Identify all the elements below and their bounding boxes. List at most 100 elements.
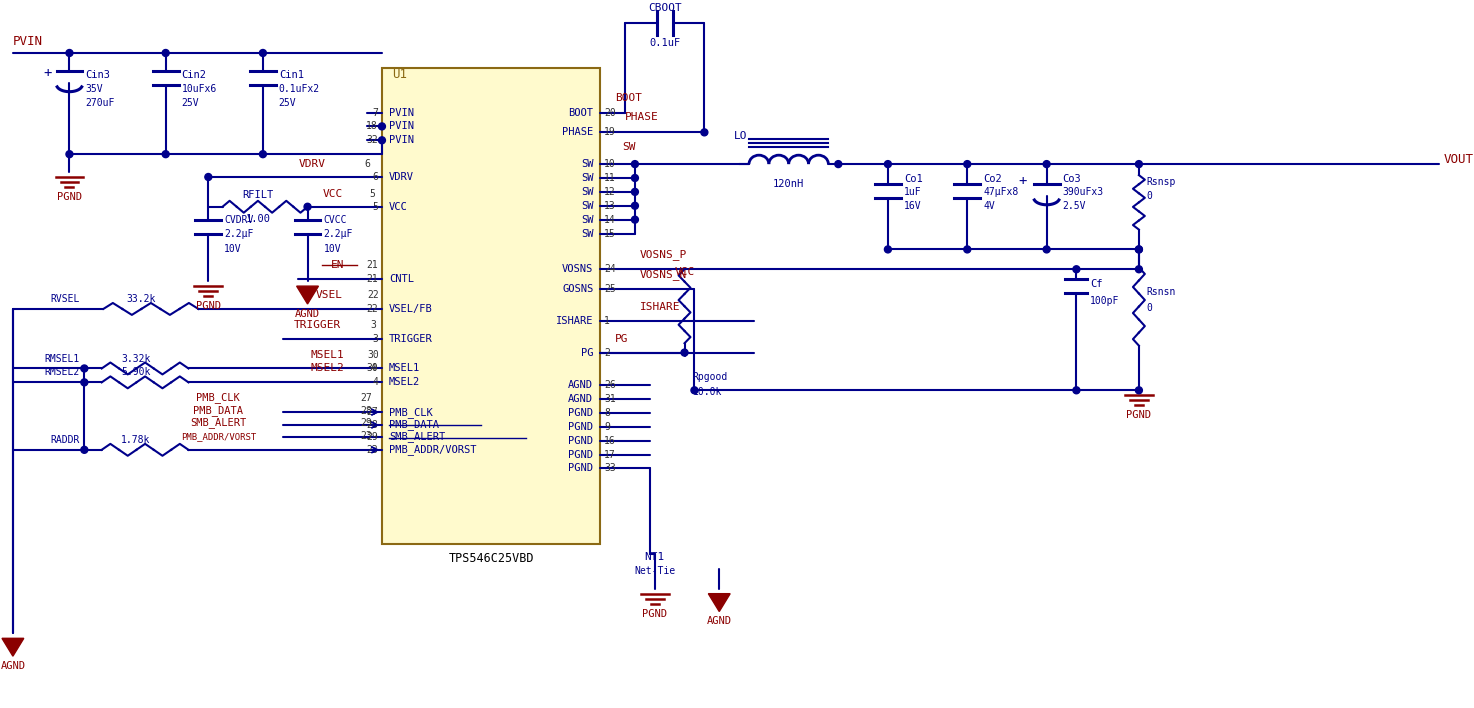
Text: 0.1uF: 0.1uF xyxy=(649,38,681,48)
Circle shape xyxy=(631,161,638,168)
Text: SW: SW xyxy=(581,201,593,211)
Text: CVDRV: CVDRV xyxy=(224,215,254,224)
Text: PHASE: PHASE xyxy=(562,127,593,137)
Text: 25: 25 xyxy=(604,284,616,294)
Circle shape xyxy=(259,151,267,158)
Text: RMSEL2: RMSEL2 xyxy=(44,367,80,377)
Circle shape xyxy=(81,446,88,453)
Circle shape xyxy=(1135,246,1142,253)
Text: BOOT: BOOT xyxy=(569,108,593,118)
Text: ISHARE: ISHARE xyxy=(640,302,681,312)
Text: VSEL: VSEL xyxy=(315,290,343,300)
Text: 15: 15 xyxy=(604,229,616,239)
Text: CVCC: CVCC xyxy=(323,215,346,224)
Circle shape xyxy=(1135,266,1142,273)
Text: VCC: VCC xyxy=(323,189,342,199)
Text: VDRV: VDRV xyxy=(389,172,414,182)
Text: 3.32k: 3.32k xyxy=(121,353,150,363)
Circle shape xyxy=(964,246,971,253)
Text: +: + xyxy=(43,66,52,80)
Text: VOUT: VOUT xyxy=(1443,153,1474,166)
Text: Co3: Co3 xyxy=(1063,174,1082,184)
Text: 30: 30 xyxy=(366,363,377,373)
Text: 23: 23 xyxy=(366,445,377,455)
Text: 6: 6 xyxy=(364,159,370,169)
Text: PMB_DATA: PMB_DATA xyxy=(193,405,243,416)
Text: 120nH: 120nH xyxy=(772,179,805,189)
Circle shape xyxy=(884,161,892,168)
Text: PHASE: PHASE xyxy=(625,113,659,122)
Circle shape xyxy=(304,203,311,210)
Text: MSEL1: MSEL1 xyxy=(311,350,345,360)
Text: ISHARE: ISHARE xyxy=(556,316,593,326)
Text: Co2: Co2 xyxy=(983,174,1002,184)
Text: SMB_ALERT: SMB_ALERT xyxy=(190,417,246,428)
Text: PVIN: PVIN xyxy=(389,135,414,145)
Text: 100pF: 100pF xyxy=(1091,296,1120,306)
Text: 19: 19 xyxy=(604,127,616,137)
Text: PGND: PGND xyxy=(569,462,593,473)
Text: PVIN: PVIN xyxy=(13,35,43,48)
Text: U1: U1 xyxy=(392,68,407,81)
Text: 270uF: 270uF xyxy=(85,98,115,108)
Text: PMB_ADDR/VORST: PMB_ADDR/VORST xyxy=(181,432,256,441)
Text: 2.2μF: 2.2μF xyxy=(224,229,254,239)
Text: 2.5V: 2.5V xyxy=(1063,201,1086,211)
Text: MSEL2: MSEL2 xyxy=(311,363,345,373)
Text: 28: 28 xyxy=(360,406,371,416)
Text: Rsnsn: Rsnsn xyxy=(1147,287,1176,297)
Text: 25V: 25V xyxy=(181,98,199,108)
Circle shape xyxy=(162,50,170,57)
Text: 32: 32 xyxy=(366,135,377,145)
Text: Rpgood: Rpgood xyxy=(693,372,728,382)
Text: 2.2μF: 2.2μF xyxy=(323,229,352,239)
Circle shape xyxy=(884,246,892,253)
Circle shape xyxy=(681,349,688,356)
Text: VCC: VCC xyxy=(675,267,694,278)
Text: SW: SW xyxy=(581,159,593,169)
Text: PGND: PGND xyxy=(569,422,593,432)
Text: 1.00: 1.00 xyxy=(246,214,270,224)
Circle shape xyxy=(834,161,842,168)
Text: PMB_ADDR/VORST: PMB_ADDR/VORST xyxy=(389,445,476,455)
Polygon shape xyxy=(709,594,730,612)
Text: 14: 14 xyxy=(604,215,616,224)
Text: 1uF: 1uF xyxy=(904,187,921,197)
Text: +: + xyxy=(1019,174,1027,188)
Text: Cin2: Cin2 xyxy=(181,70,206,80)
Text: 24: 24 xyxy=(604,264,616,274)
Text: RFILT: RFILT xyxy=(242,190,274,200)
Text: 30: 30 xyxy=(367,350,379,360)
Text: 21: 21 xyxy=(366,261,377,270)
Circle shape xyxy=(81,365,88,372)
Circle shape xyxy=(379,123,385,130)
Text: Cin3: Cin3 xyxy=(85,70,111,80)
Circle shape xyxy=(1135,246,1142,253)
Circle shape xyxy=(702,129,708,136)
Text: 18: 18 xyxy=(366,121,377,132)
Text: 4V: 4V xyxy=(983,201,995,211)
Text: SW: SW xyxy=(581,229,593,239)
Text: 2: 2 xyxy=(604,348,610,358)
Circle shape xyxy=(1044,161,1049,168)
Text: PMB_DATA: PMB_DATA xyxy=(389,420,439,430)
Circle shape xyxy=(1135,387,1142,394)
Text: 0: 0 xyxy=(1147,191,1153,201)
Text: Co1: Co1 xyxy=(904,174,923,184)
Text: VSEL/FB: VSEL/FB xyxy=(389,304,433,314)
Text: 5: 5 xyxy=(371,202,377,212)
Circle shape xyxy=(66,151,72,158)
Text: 22: 22 xyxy=(367,290,379,300)
Text: 35V: 35V xyxy=(85,84,103,93)
Text: LO: LO xyxy=(734,131,747,142)
Text: 10uFx6: 10uFx6 xyxy=(181,84,217,93)
Text: MSEL1: MSEL1 xyxy=(389,363,420,373)
Text: 25V: 25V xyxy=(279,98,296,108)
Text: 8: 8 xyxy=(604,408,610,418)
Polygon shape xyxy=(296,286,318,304)
Text: PGND: PGND xyxy=(643,608,668,619)
Text: 9: 9 xyxy=(604,422,610,432)
Text: AGND: AGND xyxy=(706,617,731,627)
Text: 4: 4 xyxy=(371,377,377,387)
Text: 1: 1 xyxy=(604,316,610,326)
